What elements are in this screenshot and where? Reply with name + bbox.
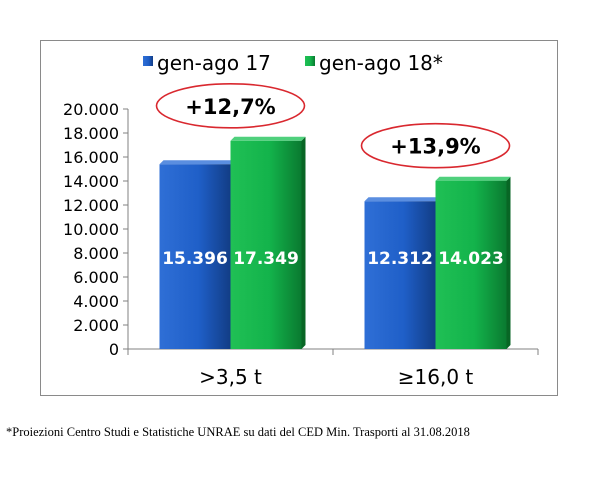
annotation-ellipse (155, 83, 306, 129)
bar (364, 201, 436, 349)
bar-top (159, 160, 235, 165)
x-tick-label: >3,5 t (199, 365, 262, 389)
y-tick-label: 8.000 (73, 244, 119, 263)
y-tick-label: 14.000 (63, 172, 119, 191)
legend-swatch (305, 56, 315, 66)
y-tick-label: 6.000 (73, 268, 119, 287)
bar-top (435, 176, 511, 181)
bar (159, 164, 231, 349)
data-label: 17.349 (233, 249, 299, 269)
bar-top (364, 197, 440, 202)
y-tick-label: 18.000 (63, 124, 119, 143)
y-tick-label: 20.000 (63, 100, 119, 119)
bar-top (230, 136, 306, 141)
y-tick-label: 2.000 (73, 316, 119, 335)
legend-label: gen-ago 17 (157, 51, 271, 75)
bar-chart: 0 2.000 4.000 6.000 8.000 10.000 12.000 14.000 1… (63, 51, 539, 389)
data-label: 15.396 (162, 249, 228, 269)
y-tick-label: 16.000 (63, 148, 119, 167)
data-label: 14.023 (438, 249, 504, 269)
y-tick-label: 10.000 (63, 220, 119, 239)
y-tick-label: 12.000 (63, 196, 119, 215)
x-tick-label: ≥16,0 t (398, 365, 474, 389)
y-tick-label: 4.000 (73, 292, 119, 311)
bar-side (301, 136, 306, 349)
annotation-label: +13,9% (390, 135, 480, 159)
bar (435, 180, 507, 349)
legend-label: gen-ago 18* (319, 51, 443, 75)
bar-side (506, 176, 511, 349)
annotation-ellipse (360, 122, 511, 169)
legend-swatch (143, 56, 153, 66)
footnote: *Proiezioni Centro Studi e Statistiche U… (6, 425, 470, 439)
annotation-label: +12,7% (185, 95, 275, 119)
bar (230, 140, 302, 349)
y-tick-label: 0 (109, 340, 119, 359)
data-label: 12.312 (367, 249, 433, 269)
